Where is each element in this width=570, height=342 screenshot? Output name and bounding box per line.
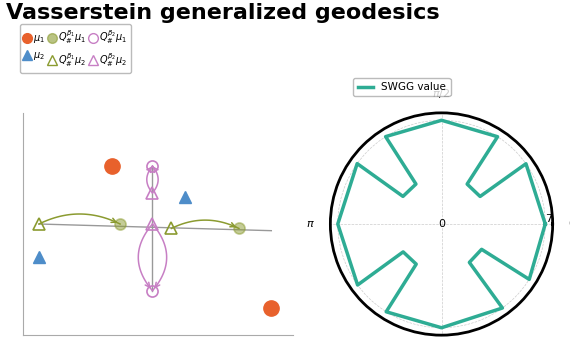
Text: 0: 0 [438, 219, 445, 229]
Legend: $\mu_1$, $\mu_2$, $Q_{\#}^{\beta_1}\mu_1$, $Q_{\#}^{\beta_1}\mu_2$, $Q_{\#}^{\be: $\mu_1$, $\mu_2$, $Q_{\#}^{\beta_1}\mu_1… [19, 24, 131, 73]
Legend: SWGG value: SWGG value [353, 78, 450, 96]
Text: Vasserstein generalized geodesics: Vasserstein generalized geodesics [6, 3, 439, 23]
